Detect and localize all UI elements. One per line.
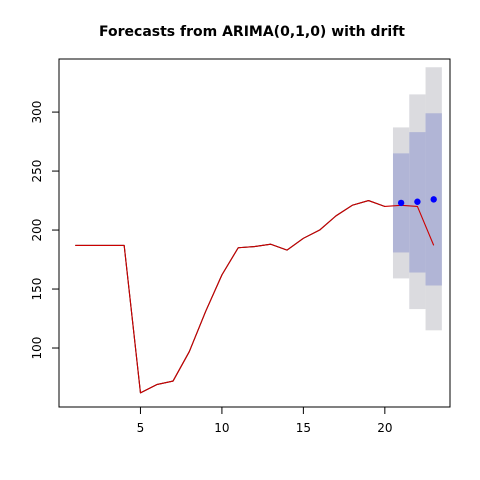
x-tick-label: 10 bbox=[214, 421, 229, 435]
x-tick-label: 5 bbox=[137, 421, 145, 435]
y-tick-label: 300 bbox=[30, 101, 44, 124]
y-tick-label: 100 bbox=[30, 337, 44, 360]
y-tick-label: 200 bbox=[30, 219, 44, 242]
forecast-point bbox=[397, 199, 405, 207]
y-tick-label: 150 bbox=[30, 278, 44, 301]
forecast-points bbox=[397, 196, 437, 207]
x-tick-label: 15 bbox=[296, 421, 311, 435]
chart-title: Forecasts from ARIMA(0,1,0) with drift bbox=[99, 24, 405, 40]
x-axis: 5 10 15 20 bbox=[137, 407, 392, 435]
y-tick-label: 250 bbox=[30, 160, 44, 183]
x-tick-label: 20 bbox=[377, 421, 392, 435]
fitted-line bbox=[75, 200, 435, 394]
forecast-point bbox=[414, 198, 421, 205]
series-lines bbox=[75, 200, 435, 394]
plot-frame bbox=[58, 58, 451, 408]
y-axis: 100 150 200 250 300 bbox=[30, 101, 59, 360]
forecast-point bbox=[430, 196, 437, 203]
observed-line bbox=[75, 200, 386, 394]
